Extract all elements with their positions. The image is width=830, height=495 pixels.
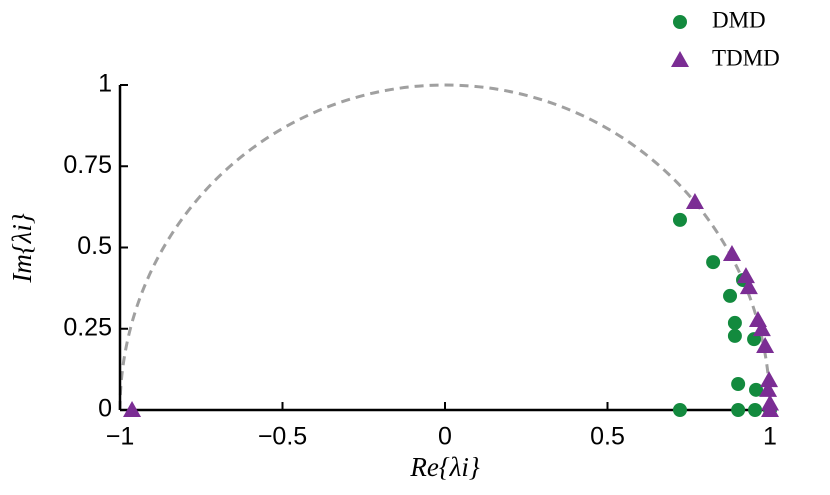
triangle-marker bbox=[722, 245, 741, 261]
triangle-marker bbox=[685, 193, 704, 209]
circle-marker bbox=[731, 403, 746, 417]
x-tick-label: 0 bbox=[438, 423, 452, 451]
circle-marker bbox=[749, 382, 764, 397]
triangle-marker bbox=[123, 401, 142, 417]
circle-marker bbox=[727, 328, 742, 343]
y-tick-label: 0 bbox=[98, 395, 112, 423]
circle-marker bbox=[723, 288, 738, 303]
x-tick-label: −0.5 bbox=[258, 423, 307, 451]
legend-marker bbox=[673, 15, 687, 29]
x-tick-label: 1 bbox=[763, 423, 777, 451]
circle-marker bbox=[748, 403, 763, 417]
triangle-marker bbox=[760, 371, 779, 388]
triangle-marker bbox=[739, 278, 758, 295]
unit-circle bbox=[118, 83, 772, 411]
x-axis-label: Re{λi} bbox=[409, 452, 479, 482]
triangle-marker bbox=[756, 336, 775, 353]
circle-marker bbox=[731, 377, 746, 391]
circle-marker bbox=[672, 403, 687, 417]
y-axis-label: Im{λi} bbox=[7, 213, 37, 283]
circle-marker bbox=[672, 212, 687, 227]
legend-marker bbox=[671, 51, 689, 67]
x-tick-label: −1 bbox=[106, 423, 135, 451]
y-tick-label: 0.5 bbox=[77, 232, 112, 260]
x-tick-label: 0.5 bbox=[590, 423, 625, 451]
legend-label: DMD bbox=[712, 7, 766, 32]
triangle-marker bbox=[759, 380, 778, 397]
circle-marker bbox=[727, 315, 742, 330]
triangle-marker bbox=[752, 320, 771, 337]
y-tick-label: 0.75 bbox=[63, 151, 112, 179]
y-tick-label: 1 bbox=[98, 70, 112, 98]
triangle-marker bbox=[761, 401, 779, 417]
circle-marker bbox=[706, 255, 721, 270]
y-tick-label: 0.25 bbox=[63, 313, 112, 341]
triangle-marker bbox=[736, 267, 755, 284]
legend-label: TDMD bbox=[712, 45, 780, 70]
